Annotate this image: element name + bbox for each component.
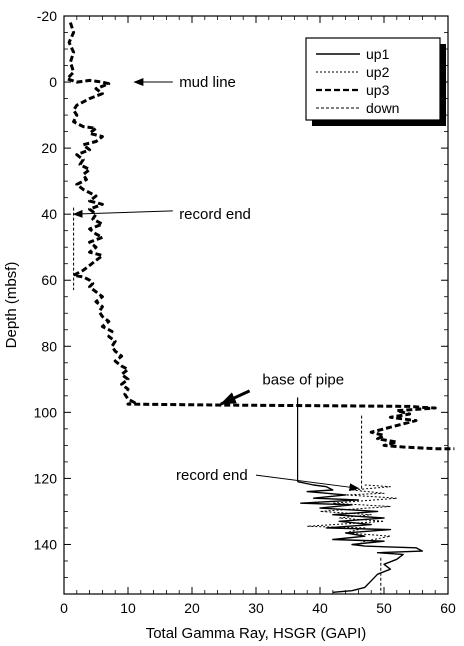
legend-label-up3: up3 [366,82,390,98]
y-tick-label: 120 [34,470,58,486]
y-tick-label: -20 [37,8,57,24]
series-up3-line [65,22,455,451]
x-tick-label: 0 [60,600,68,616]
series-up1-line [297,481,424,593]
series-layer [65,22,455,594]
annotation-label: record end [176,467,248,484]
series-up2-line [306,484,398,545]
y-tick-label: 0 [49,74,57,90]
x-axis-title: Total Gamma Ray, HSGR (GAPI) [146,625,367,642]
legend-label-up1: up1 [366,46,390,62]
y-tick-label: 80 [41,338,57,354]
y-tick-label: 40 [41,206,57,222]
annotation-label: mud line [179,74,236,91]
x-tick-label: 50 [376,600,392,616]
legend-label-up2: up2 [366,64,390,80]
x-tick-label: 30 [248,600,264,616]
annotation-label: base of pipe [262,371,344,388]
x-tick-label: 40 [312,600,328,616]
annotations: mud line record end base of pipe record end [72,74,360,492]
y-axis-title: Depth (mbsf) [3,262,20,349]
annotation-label: record end [179,206,251,223]
annotation-arrow [219,389,251,406]
y-tick-label: 60 [41,272,57,288]
y-tick-label: 100 [34,404,58,420]
annotation-arrow [72,209,173,218]
x-tick-label: 10 [120,600,136,616]
legend-box [305,37,441,121]
y-tick-label: 20 [41,140,57,156]
legend: up1 up2 up3 down [305,37,446,126]
x-tick-label: 60 [440,600,456,616]
legend-label-down: down [366,100,399,116]
annotation-arrow [255,474,360,492]
x-tick-label: 20 [184,600,200,616]
y-tick-label: 140 [34,536,58,552]
axis-ticks: 0 10 20 30 40 50 60 -20 0 20 40 60 80 100 120 140 [34,8,456,616]
